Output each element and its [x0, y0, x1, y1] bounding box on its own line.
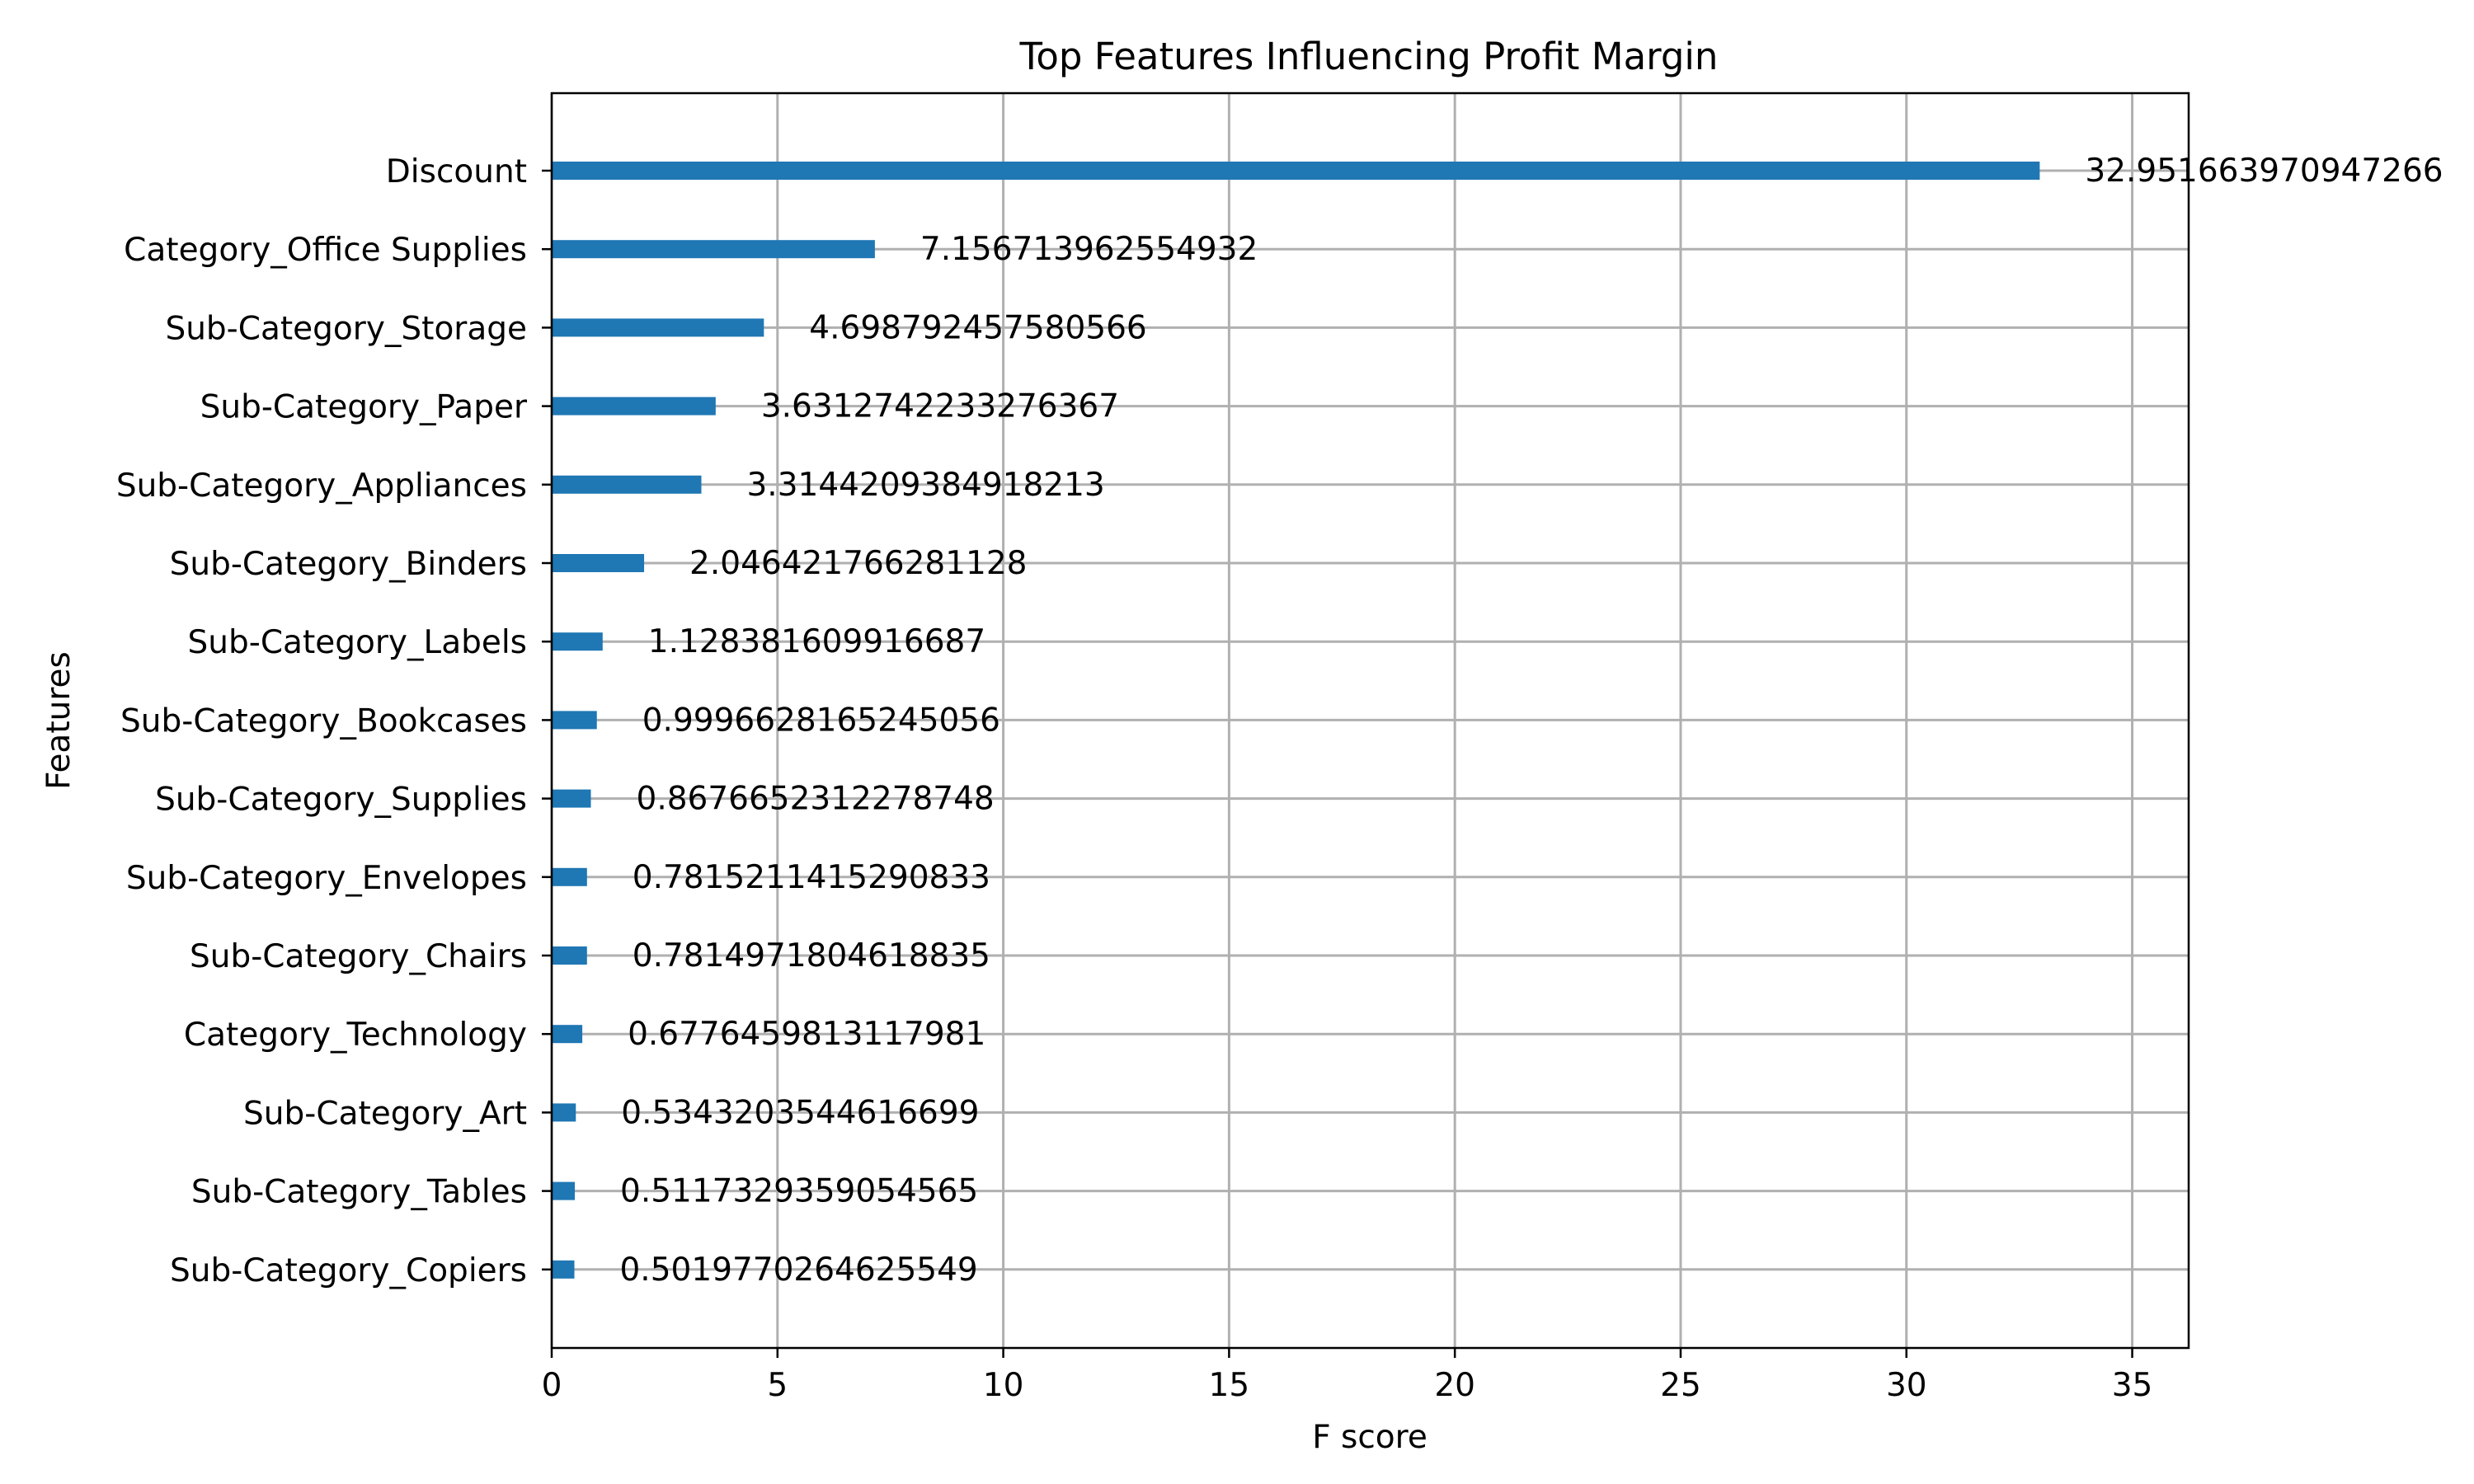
x-tick-label: 0 — [542, 1367, 562, 1404]
bar-value-label: 0.7814971804618835 — [633, 937, 990, 974]
bar-value-label: 1.128381609916687 — [648, 623, 985, 660]
y-tick-label: Sub-Category_Storage — [165, 310, 527, 347]
y-tick-labels: Discount Category_Office Supplies Sub-Cate… — [116, 153, 552, 1289]
bar — [552, 632, 603, 651]
grid-lines — [550, 93, 2189, 1348]
bar — [552, 946, 587, 965]
bar-value-label: 7.156713962554932 — [920, 231, 1258, 268]
y-tick-label: Sub-Category_Copiers — [170, 1252, 527, 1289]
x-tick-label: 15 — [1209, 1367, 1250, 1404]
data-labels: 32.951663970947266 7.156713962554932 4.698… — [619, 153, 2443, 1289]
y-tick-label: Sub-Category_Chairs — [190, 938, 527, 975]
bars — [552, 162, 2040, 1279]
x-tick-label: 25 — [1660, 1367, 1701, 1404]
y-tick-label: Discount — [386, 153, 527, 190]
y-tick-label: Sub-Category_Labels — [188, 624, 527, 661]
y-tick-label: Category_Office Supplies — [124, 232, 527, 269]
bar-value-label: 0.8676652312278748 — [637, 781, 995, 818]
bar — [552, 475, 702, 494]
bar-value-label: 2.046421766281128 — [689, 545, 1027, 582]
x-tick-label: 10 — [983, 1367, 1024, 1404]
bar-value-label: 0.5019770264625549 — [619, 1252, 977, 1289]
bar — [552, 1103, 576, 1122]
y-tick-label: Category_Technology — [184, 1017, 527, 1054]
y-tick-label: Sub-Category_Art — [243, 1095, 527, 1132]
y-tick-label: Sub-Category_Envelopes — [126, 860, 527, 897]
bar — [552, 1181, 576, 1200]
bar-value-label: 0.5343203544616699 — [621, 1094, 979, 1131]
bar — [552, 240, 875, 259]
x-tick-label: 30 — [1886, 1367, 1927, 1404]
bar — [552, 867, 587, 886]
y-tick-label: Sub-Category_Paper — [200, 389, 528, 426]
x-tick-label: 5 — [767, 1367, 788, 1404]
bar — [552, 1025, 583, 1044]
bar — [552, 318, 764, 337]
bar-value-label: 3.3144209384918213 — [746, 467, 1104, 504]
x-tick-label: 35 — [2112, 1367, 2153, 1404]
bar — [552, 554, 645, 572]
bar — [552, 162, 2040, 180]
bar-value-label: 0.6776459813117981 — [628, 1016, 985, 1053]
x-axis-label: F score — [1312, 1419, 1427, 1456]
plot-frame — [550, 92, 2190, 1350]
y-tick-label: Sub-Category_Binders — [170, 546, 527, 583]
bar — [552, 397, 716, 416]
bar — [552, 711, 597, 730]
bar — [552, 789, 591, 808]
y-tick-label: Sub-Category_Tables — [191, 1174, 527, 1211]
chart-title: Top Features Influencing Profit Margin — [1019, 35, 1719, 78]
bar-value-label: 3.6312742233276367 — [761, 388, 1119, 425]
bar — [552, 1260, 575, 1279]
y-tick-label: Sub-Category_Bookcases — [120, 702, 527, 740]
x-tick-label: 20 — [1434, 1367, 1475, 1404]
y-axis-label: Features — [40, 651, 78, 790]
bar-value-label: 0.5117329359054565 — [620, 1173, 978, 1210]
bar-value-label: 32.951663970947266 — [2085, 153, 2443, 190]
y-tick-label: Sub-Category_Appliances — [116, 467, 527, 505]
bar-value-label: 0.9996628165245056 — [642, 702, 1000, 739]
bar-value-label: 4.698792457580566 — [809, 309, 1146, 346]
bar-value-label: 0.7815211415290833 — [633, 859, 990, 896]
x-tick-labels: 0 5 10 15 20 25 30 35 — [542, 1348, 2153, 1404]
y-tick-label: Sub-Category_Supplies — [155, 782, 527, 819]
